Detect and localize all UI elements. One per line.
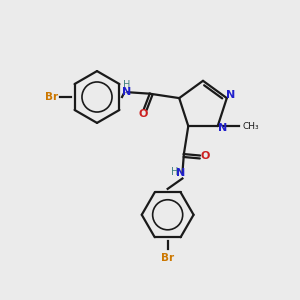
Text: O: O: [139, 109, 148, 119]
Text: CH₃: CH₃: [242, 122, 259, 130]
Text: Br: Br: [161, 253, 174, 263]
Text: O: O: [201, 151, 210, 160]
Text: N: N: [176, 168, 186, 178]
Text: H: H: [122, 80, 130, 90]
Text: N: N: [122, 87, 131, 97]
Text: Br: Br: [44, 92, 58, 102]
Text: N: N: [226, 90, 235, 100]
Text: H: H: [171, 167, 179, 177]
Text: N: N: [218, 123, 227, 133]
